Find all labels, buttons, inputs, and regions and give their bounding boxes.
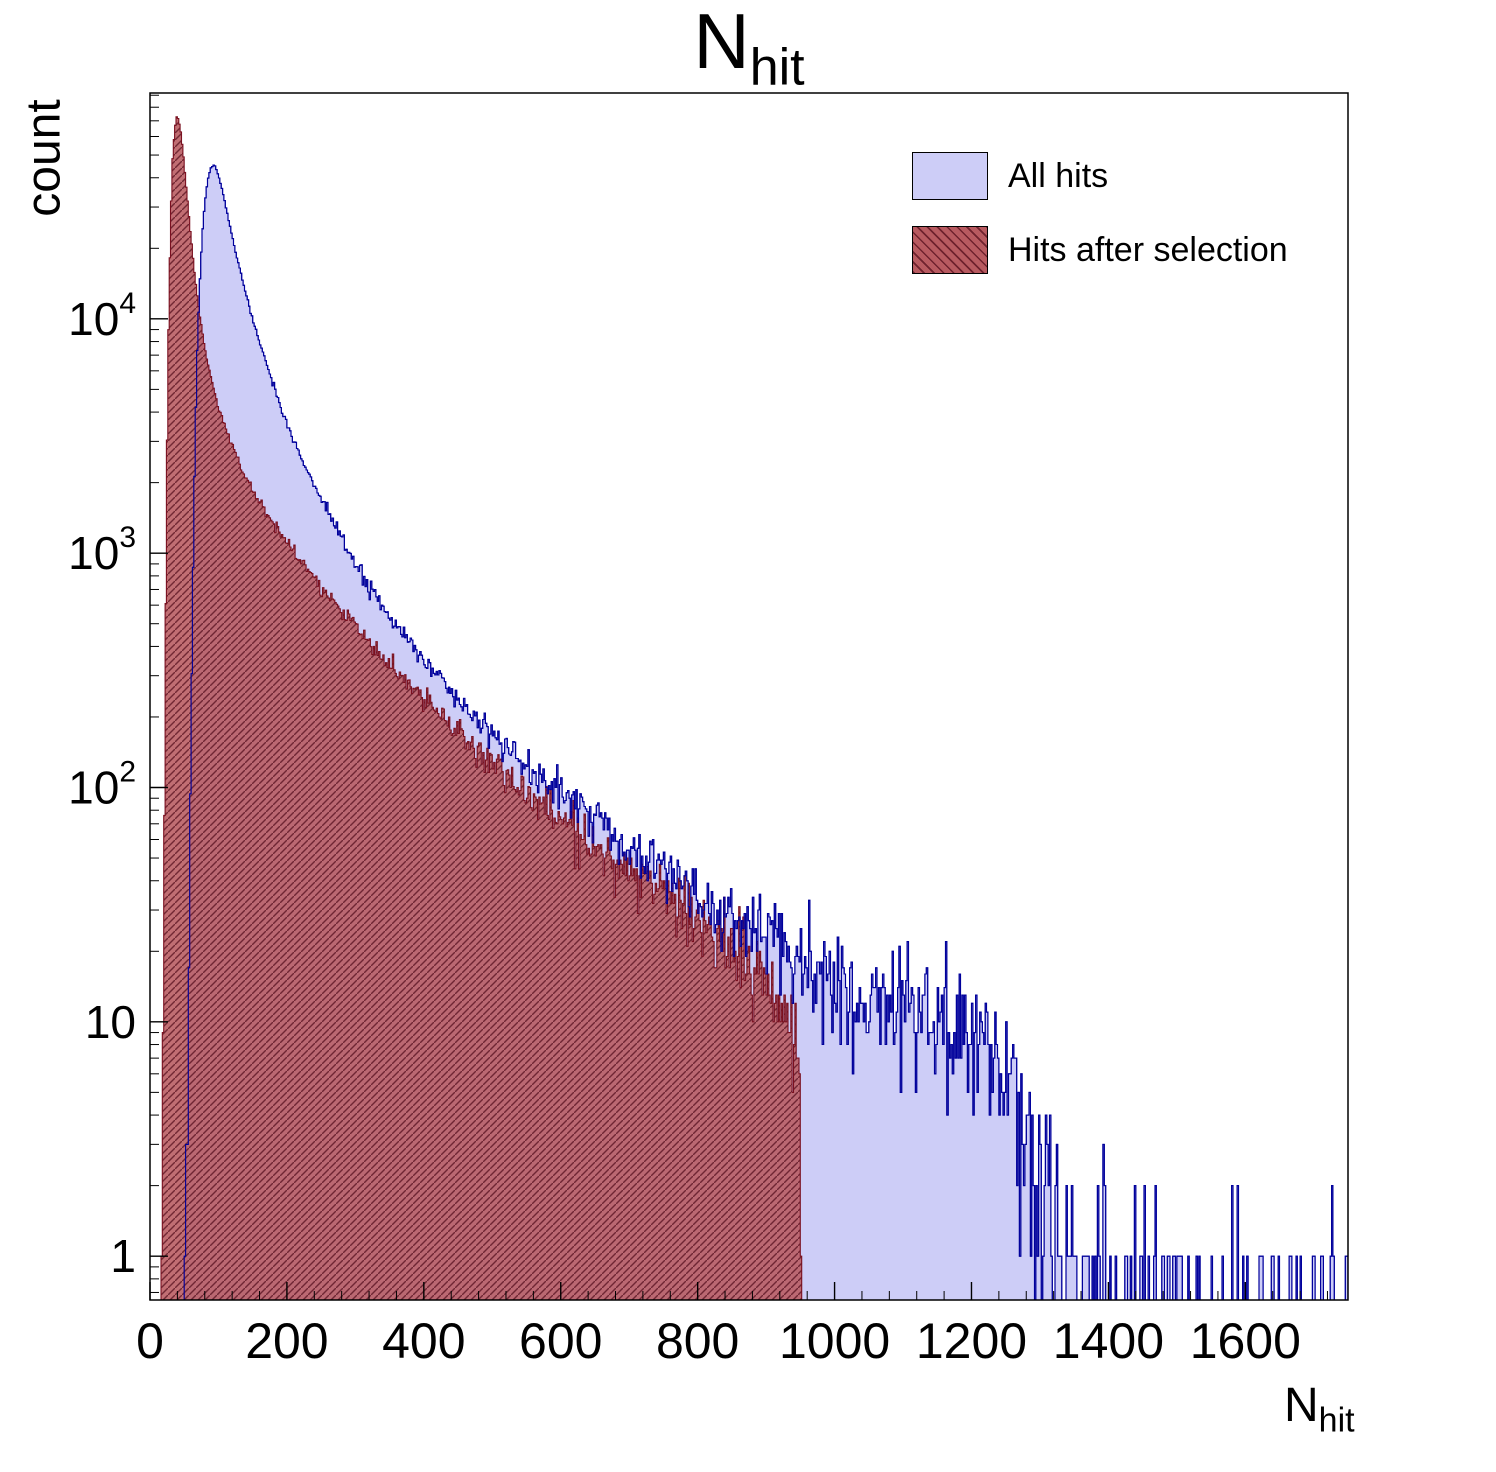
legend-label-after-selection: Hits after selection bbox=[1008, 230, 1288, 269]
svg-text:1: 1 bbox=[110, 1230, 136, 1282]
all-hits-outline bbox=[183, 164, 1348, 1300]
chart-title: Nhit bbox=[693, 2, 804, 94]
svg-text:10: 10 bbox=[85, 996, 136, 1048]
svg-text:400: 400 bbox=[382, 1313, 465, 1369]
svg-text:103: 103 bbox=[68, 521, 136, 579]
legend: All hits Hits after selection bbox=[912, 152, 1288, 274]
svg-text:800: 800 bbox=[656, 1313, 739, 1369]
svg-text:200: 200 bbox=[245, 1313, 328, 1369]
legend-swatch-all-hits bbox=[912, 152, 988, 200]
svg-text:1000: 1000 bbox=[779, 1313, 890, 1369]
legend-entry-all-hits: All hits bbox=[912, 152, 1288, 200]
svg-text:104: 104 bbox=[68, 287, 136, 345]
chart-title-main: N bbox=[693, 0, 750, 85]
x-axis-label-main: N bbox=[1284, 1379, 1319, 1432]
x-tick-labels: 0 200 400 600 800 1000 1200 1400 1600 bbox=[136, 1313, 1301, 1369]
svg-text:102: 102 bbox=[68, 756, 136, 814]
legend-label-all-hits: All hits bbox=[1008, 156, 1109, 195]
svg-text:1600: 1600 bbox=[1190, 1313, 1301, 1369]
y-axis-label: count bbox=[17, 99, 72, 216]
svg-text:1200: 1200 bbox=[916, 1313, 1027, 1369]
legend-swatch-after-selection bbox=[912, 226, 988, 274]
chart-title-sub: hit bbox=[749, 38, 805, 97]
svg-text:0: 0 bbox=[136, 1313, 164, 1369]
svg-text:1400: 1400 bbox=[1053, 1313, 1164, 1369]
series-after-selection bbox=[160, 116, 803, 1300]
x-axis-label-sub: hit bbox=[1318, 1401, 1355, 1440]
svg-text:600: 600 bbox=[519, 1313, 602, 1369]
y-axis-ticks bbox=[150, 94, 168, 1293]
x-axis-ticks bbox=[149, 1282, 1328, 1300]
y-tick-labels: 1 10 102 103 104 bbox=[68, 287, 136, 1282]
y-axis-label-text: count bbox=[17, 99, 71, 217]
plot-frame bbox=[149, 92, 1349, 1301]
legend-entry-after-selection: Hits after selection bbox=[912, 226, 1288, 274]
x-axis-label: Nhit bbox=[1284, 1378, 1355, 1441]
